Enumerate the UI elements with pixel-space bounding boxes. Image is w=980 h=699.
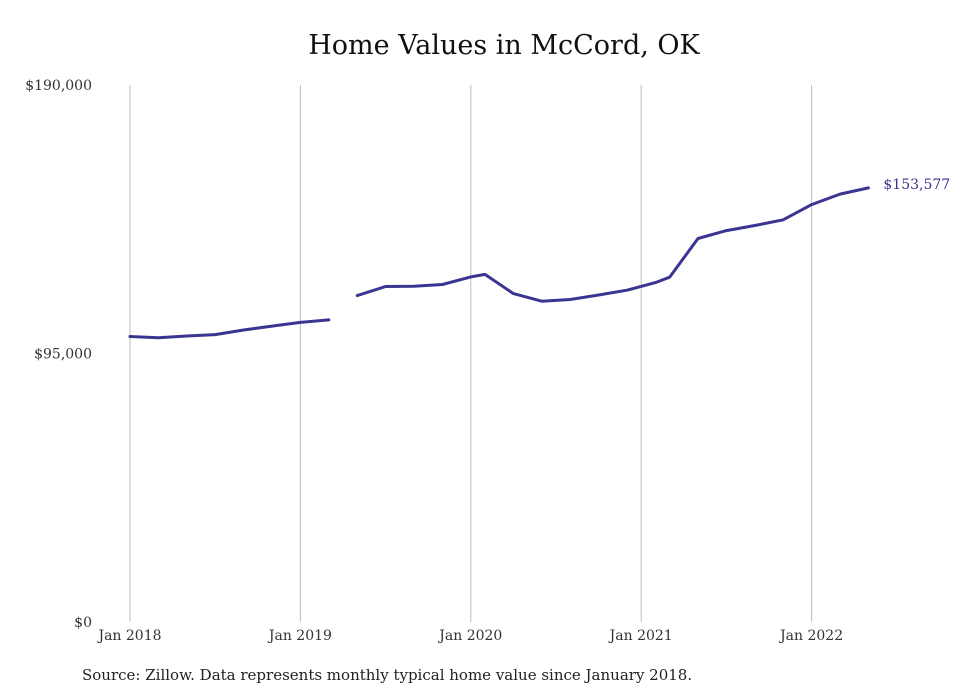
series-line xyxy=(128,318,331,340)
y-tick-label: $190,000 xyxy=(25,78,92,94)
x-tick-label: Jan 2019 xyxy=(267,628,332,644)
y-tick-label: $0 xyxy=(74,615,92,631)
x-tick-label: Jan 2022 xyxy=(778,628,843,644)
x-tick-label: Jan 2021 xyxy=(608,628,673,644)
source-note: Source: Zillow. Data represents monthly … xyxy=(82,666,693,684)
end-value-label: $153,577 xyxy=(883,177,950,193)
x-tick-label: Jan 2020 xyxy=(437,628,502,644)
y-tick-label: $95,000 xyxy=(34,347,92,363)
chart-title: Home Values in McCord, OK xyxy=(308,30,700,61)
series-line xyxy=(355,186,870,303)
x-tick-label: Jan 2018 xyxy=(96,628,161,644)
